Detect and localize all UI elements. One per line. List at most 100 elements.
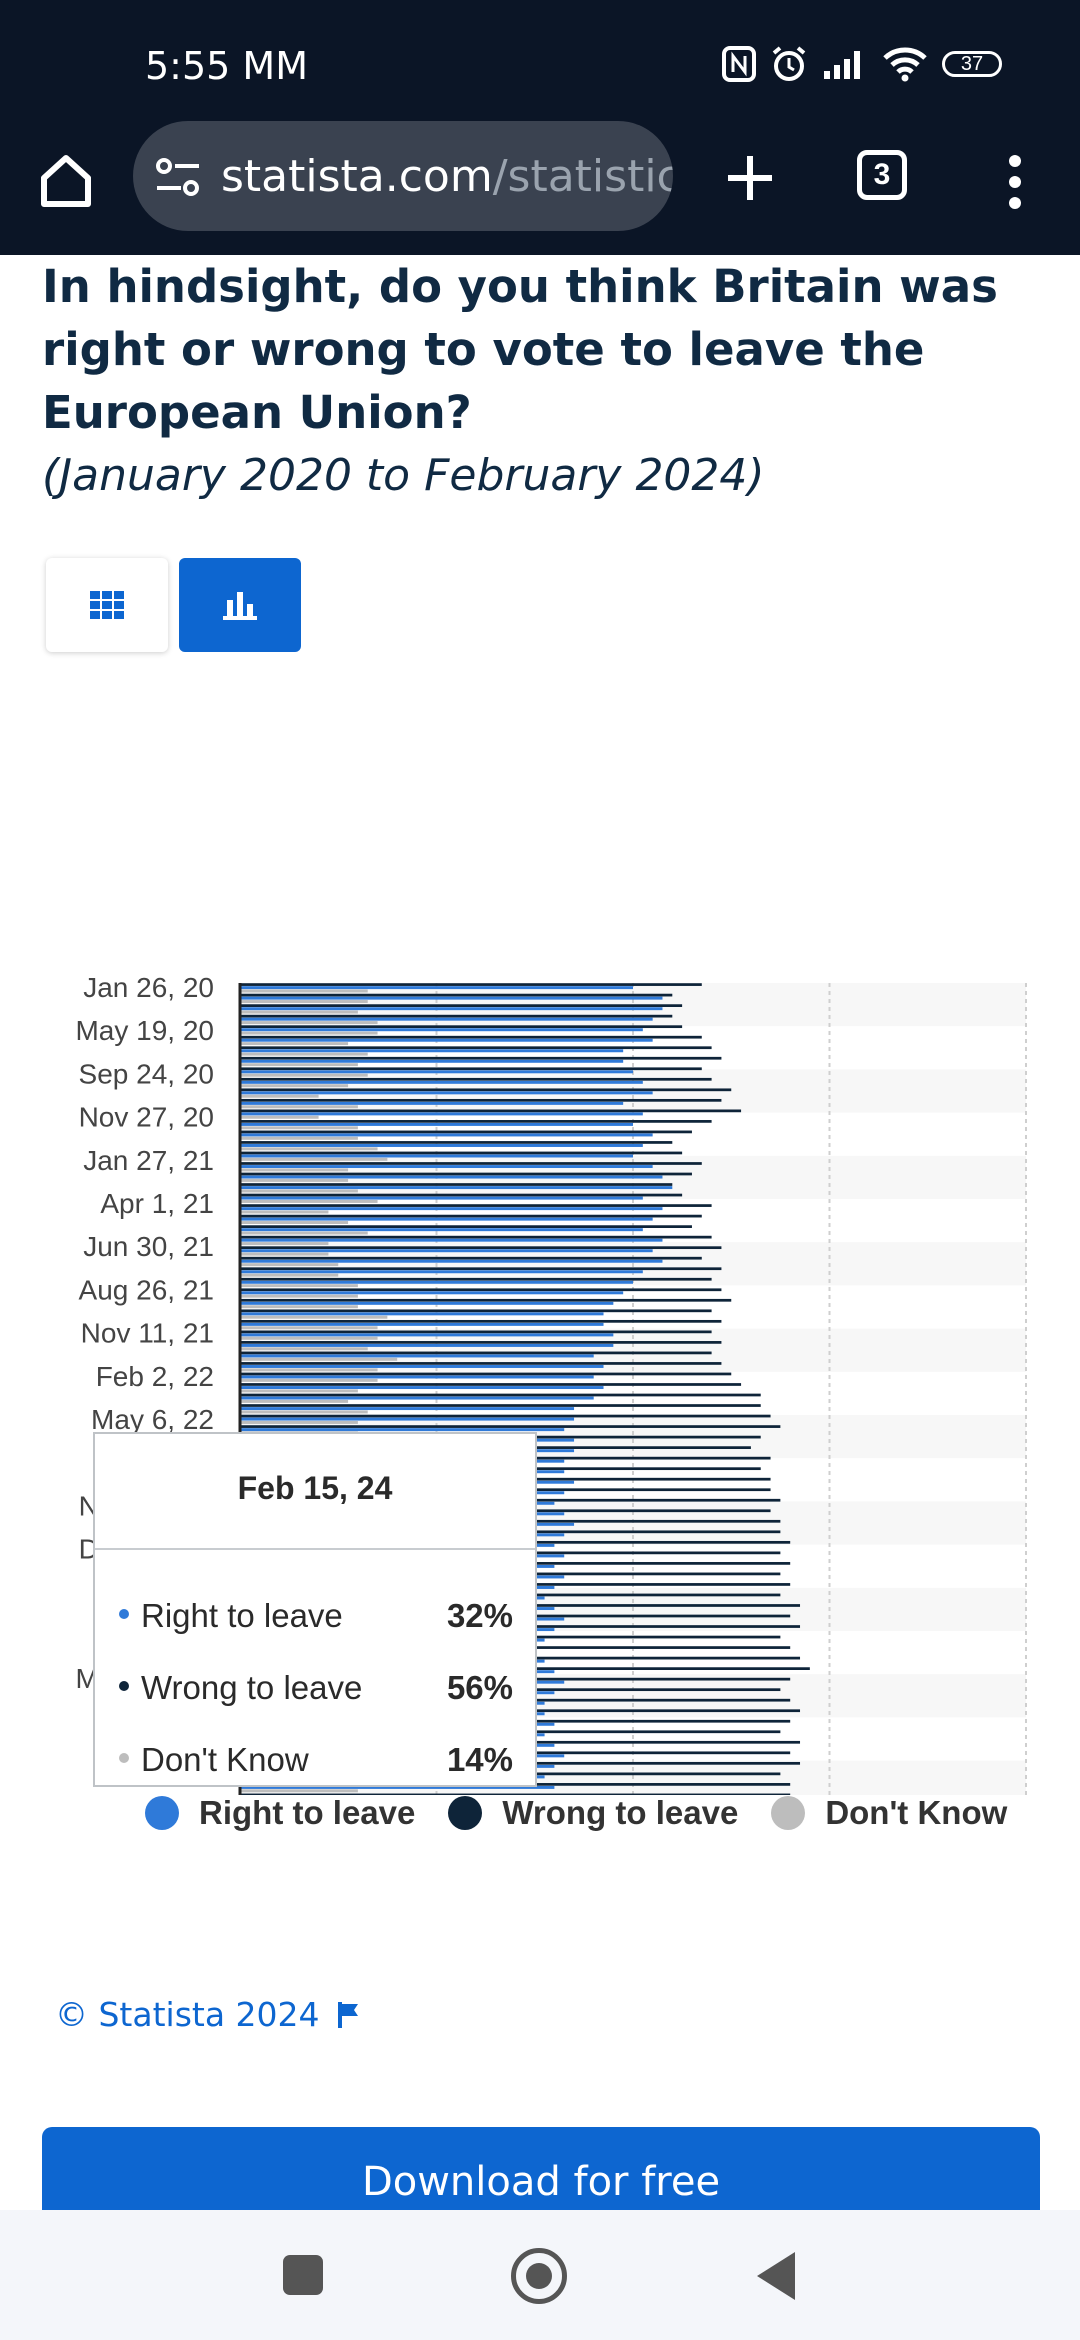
- bar-don-t-know: [240, 1305, 358, 1309]
- flag-icon: [337, 2001, 358, 2028]
- bar-don-t-know: [240, 1021, 378, 1025]
- bar-don-t-know: [240, 1178, 349, 1182]
- bar-right-to-leave: [240, 1312, 604, 1316]
- bar-don-t-know: [240, 1421, 358, 1424]
- table-view-button[interactable]: [46, 558, 168, 652]
- site-settings-icon[interactable]: [155, 154, 201, 200]
- legend-item-wrong[interactable]: Wrong to leave: [448, 1794, 738, 1832]
- legend-dot: [448, 1796, 483, 1830]
- status-time: 5:55 MM: [145, 44, 308, 88]
- bar-wrong-to-leave: [240, 1383, 742, 1386]
- bar-right-to-leave: [240, 1133, 653, 1137]
- bar-right-to-leave: [240, 1175, 663, 1179]
- bar-wrong-to-leave: [240, 1319, 722, 1323]
- bar-right-to-leave: [240, 1333, 614, 1337]
- bar-don-t-know: [240, 1315, 388, 1319]
- bar-don-t-know: [240, 1042, 349, 1046]
- tooltip-label: Right to leave: [141, 1597, 343, 1634]
- bar-wrong-to-leave: [240, 1351, 712, 1355]
- bar-don-t-know: [240, 1010, 358, 1014]
- battery-icon: 37: [942, 51, 1002, 77]
- bar-right-to-leave: [240, 1375, 594, 1379]
- tooltip-label: Don't Know: [141, 1741, 309, 1778]
- wifi-icon: [883, 47, 927, 82]
- bar-right-to-leave: [240, 1101, 624, 1105]
- bar-wrong-to-leave: [240, 1109, 742, 1113]
- chart-view-button[interactable]: [179, 558, 301, 652]
- tooltip-value: 56%: [446, 1669, 513, 1706]
- bar-wrong-to-leave: [240, 1004, 683, 1007]
- bar-right-to-leave: [240, 1165, 653, 1169]
- bar-right-to-leave: [240, 1007, 663, 1011]
- tooltip-label: Wrong to leave: [141, 1669, 363, 1706]
- bar-don-t-know: [240, 1252, 329, 1256]
- bar-wrong-to-leave: [240, 1225, 692, 1228]
- back-icon[interactable]: [757, 2252, 795, 2300]
- bar-right-to-leave: [240, 996, 663, 1000]
- bar-right-to-leave: [240, 1154, 633, 1158]
- bar-don-t-know: [240, 1126, 358, 1130]
- bar-wrong-to-leave: [240, 1414, 771, 1418]
- bar-wrong-to-leave: [240, 1298, 732, 1302]
- bar-right-to-leave: [240, 1301, 614, 1305]
- bar-don-t-know: [240, 1115, 319, 1119]
- bar-don-t-know: [240, 1147, 378, 1151]
- bar-wrong-to-leave: [240, 1077, 712, 1081]
- y-tick-label: Nov 11, 21: [81, 1318, 214, 1349]
- bar-don-t-know: [240, 1284, 358, 1288]
- copyright-link[interactable]: © Statista 2024: [55, 1995, 360, 2034]
- bar-don-t-know: [240, 1073, 368, 1077]
- bar-right-to-leave: [240, 1365, 604, 1368]
- bar-right-to-leave: [240, 1112, 643, 1116]
- bar-wrong-to-leave: [240, 1025, 683, 1029]
- bar-wrong-to-leave: [240, 1056, 722, 1060]
- bar-don-t-know: [240, 1410, 368, 1414]
- url-text: statista.com/statistics: [221, 151, 673, 202]
- new-tab-icon[interactable]: [720, 148, 780, 208]
- bar-don-t-know: [240, 1294, 358, 1298]
- bar-wrong-to-leave: [240, 1793, 791, 1795]
- url-bar[interactable]: statista.com/statistics: [133, 121, 673, 231]
- bar-wrong-to-leave: [240, 1130, 692, 1134]
- bar-don-t-know: [240, 1378, 378, 1382]
- home-icon[interactable]: [36, 150, 96, 210]
- bar-right-to-leave: [240, 1343, 614, 1347]
- bar-wrong-to-leave: [240, 1246, 722, 1250]
- tab-switcher-button[interactable]: 3: [857, 150, 907, 200]
- tooltip-dot-dont-know: [119, 1753, 129, 1763]
- bar-right-to-leave: [240, 1122, 633, 1126]
- y-tick-label: Jan 27, 21: [83, 1145, 214, 1176]
- copyright-text: © Statista 2024: [55, 1995, 320, 2034]
- y-tick-label: Apr 1, 21: [100, 1188, 214, 1219]
- bar-don-t-know: [240, 1105, 358, 1109]
- y-tick-label: May 19, 20: [75, 1015, 214, 1046]
- recents-icon[interactable]: [283, 2255, 323, 2295]
- more-menu-icon[interactable]: [1000, 152, 1030, 212]
- bar-don-t-know: [240, 1084, 349, 1088]
- bar-right-to-leave: [240, 1417, 575, 1421]
- download-button[interactable]: Download for free: [42, 2127, 1040, 2210]
- bar-right-to-leave: [240, 1228, 643, 1232]
- bar-right-to-leave: [240, 1070, 633, 1074]
- tooltip-value: 14%: [446, 1741, 513, 1778]
- bar-wrong-to-leave: [240, 1204, 712, 1207]
- bar-don-t-know: [240, 1389, 358, 1393]
- bar-don-t-know: [240, 1242, 329, 1246]
- table-grid-icon: [90, 591, 124, 619]
- bar-don-t-know: [240, 1326, 378, 1330]
- bar-right-to-leave: [240, 1354, 594, 1358]
- tooltip-date: Feb 15, 24: [237, 1470, 393, 1506]
- bar-wrong-to-leave: [240, 1267, 722, 1271]
- tooltip-dot-right: [119, 1609, 129, 1619]
- bar-don-t-know: [240, 989, 368, 993]
- page-subtitle: (January 2020 to February 2024): [42, 450, 765, 501]
- bar-wrong-to-leave: [240, 1151, 683, 1155]
- bar-don-t-know: [240, 1357, 398, 1361]
- bar-right-to-leave: [240, 1144, 643, 1147]
- legend-item-right[interactable]: Right to leave: [145, 1794, 415, 1832]
- bar-right-to-leave: [240, 1217, 653, 1221]
- bar-wrong-to-leave: [240, 1404, 761, 1407]
- bar-don-t-know: [240, 1221, 349, 1224]
- legend-item-dont-know[interactable]: Don't Know: [771, 1794, 1007, 1832]
- home-circle-icon[interactable]: [511, 2248, 567, 2304]
